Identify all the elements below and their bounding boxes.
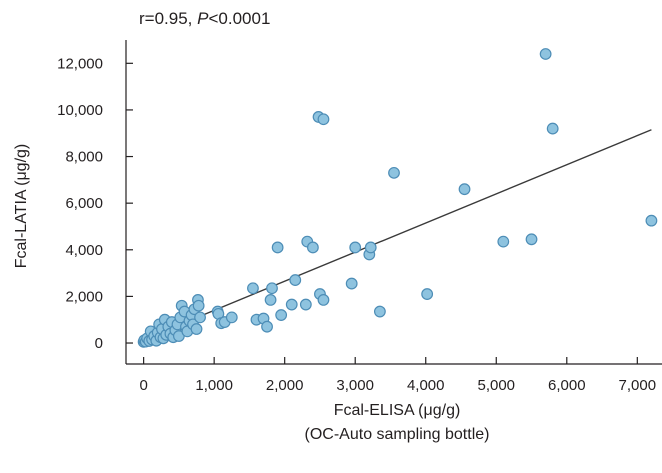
data-point bbox=[261, 320, 273, 333]
data-point bbox=[306, 241, 319, 254]
regression-line bbox=[143, 129, 652, 341]
y-axis-ticks: 0 2,000 4,000 6,000 8,000 10,000 12,000 bbox=[57, 55, 133, 352]
y-tick-label: 4,000 bbox=[65, 242, 103, 259]
data-point bbox=[275, 309, 288, 321]
data-point bbox=[289, 274, 302, 286]
data-point bbox=[364, 241, 377, 254]
x-axis-ticks: 0 1,000 2,000 3,000 4,000 5,000 6,000 7,000 bbox=[139, 357, 656, 394]
x-axis-title: Fcal-ELISA (μg/g) bbox=[334, 402, 461, 419]
data-point bbox=[497, 235, 510, 248]
data-point bbox=[317, 293, 330, 306]
x-tick-label: 7,000 bbox=[619, 377, 657, 394]
data-point bbox=[388, 166, 400, 179]
data-point bbox=[546, 122, 559, 135]
data-point bbox=[421, 288, 434, 300]
data-point bbox=[539, 48, 552, 60]
data-point bbox=[194, 311, 206, 324]
data-point bbox=[645, 214, 658, 227]
data-point bbox=[285, 298, 298, 311]
x-tick-label: 1,000 bbox=[195, 377, 233, 394]
data-point bbox=[225, 311, 238, 324]
y-tick-label: 8,000 bbox=[65, 149, 103, 166]
x-tick-label: 0 bbox=[139, 377, 147, 394]
x-tick-label: 5,000 bbox=[477, 377, 515, 394]
data-point bbox=[458, 183, 471, 196]
data-points bbox=[137, 48, 658, 348]
data-point bbox=[192, 299, 205, 312]
data-point bbox=[264, 293, 277, 306]
correlation-annotation: r=0.95, P<0.0001 bbox=[139, 9, 270, 28]
data-point bbox=[317, 113, 330, 126]
data-point bbox=[525, 233, 538, 246]
y-tick-label: 2,000 bbox=[65, 288, 103, 305]
x-tick-label: 6,000 bbox=[548, 377, 586, 394]
y-axis-title: Fcal-LATIA (μg/g) bbox=[13, 144, 30, 269]
data-point bbox=[373, 305, 386, 318]
y-tick-label: 6,000 bbox=[65, 195, 103, 212]
x-tick-label: 3,000 bbox=[336, 377, 374, 394]
data-point bbox=[190, 323, 203, 335]
x-tick-label: 2,000 bbox=[266, 377, 304, 394]
data-point bbox=[271, 241, 284, 254]
data-point bbox=[247, 282, 259, 295]
data-point bbox=[349, 241, 362, 254]
x-tick-label: 4,000 bbox=[407, 377, 445, 394]
y-tick-label: 10,000 bbox=[57, 102, 103, 119]
data-point bbox=[266, 282, 278, 295]
data-point bbox=[299, 298, 312, 311]
y-tick-label: 0 bbox=[95, 335, 103, 352]
x-axis-title-line2: (OC-Auto sampling bottle) bbox=[305, 426, 490, 443]
data-point bbox=[345, 277, 358, 290]
y-tick-label: 12,000 bbox=[57, 55, 103, 72]
